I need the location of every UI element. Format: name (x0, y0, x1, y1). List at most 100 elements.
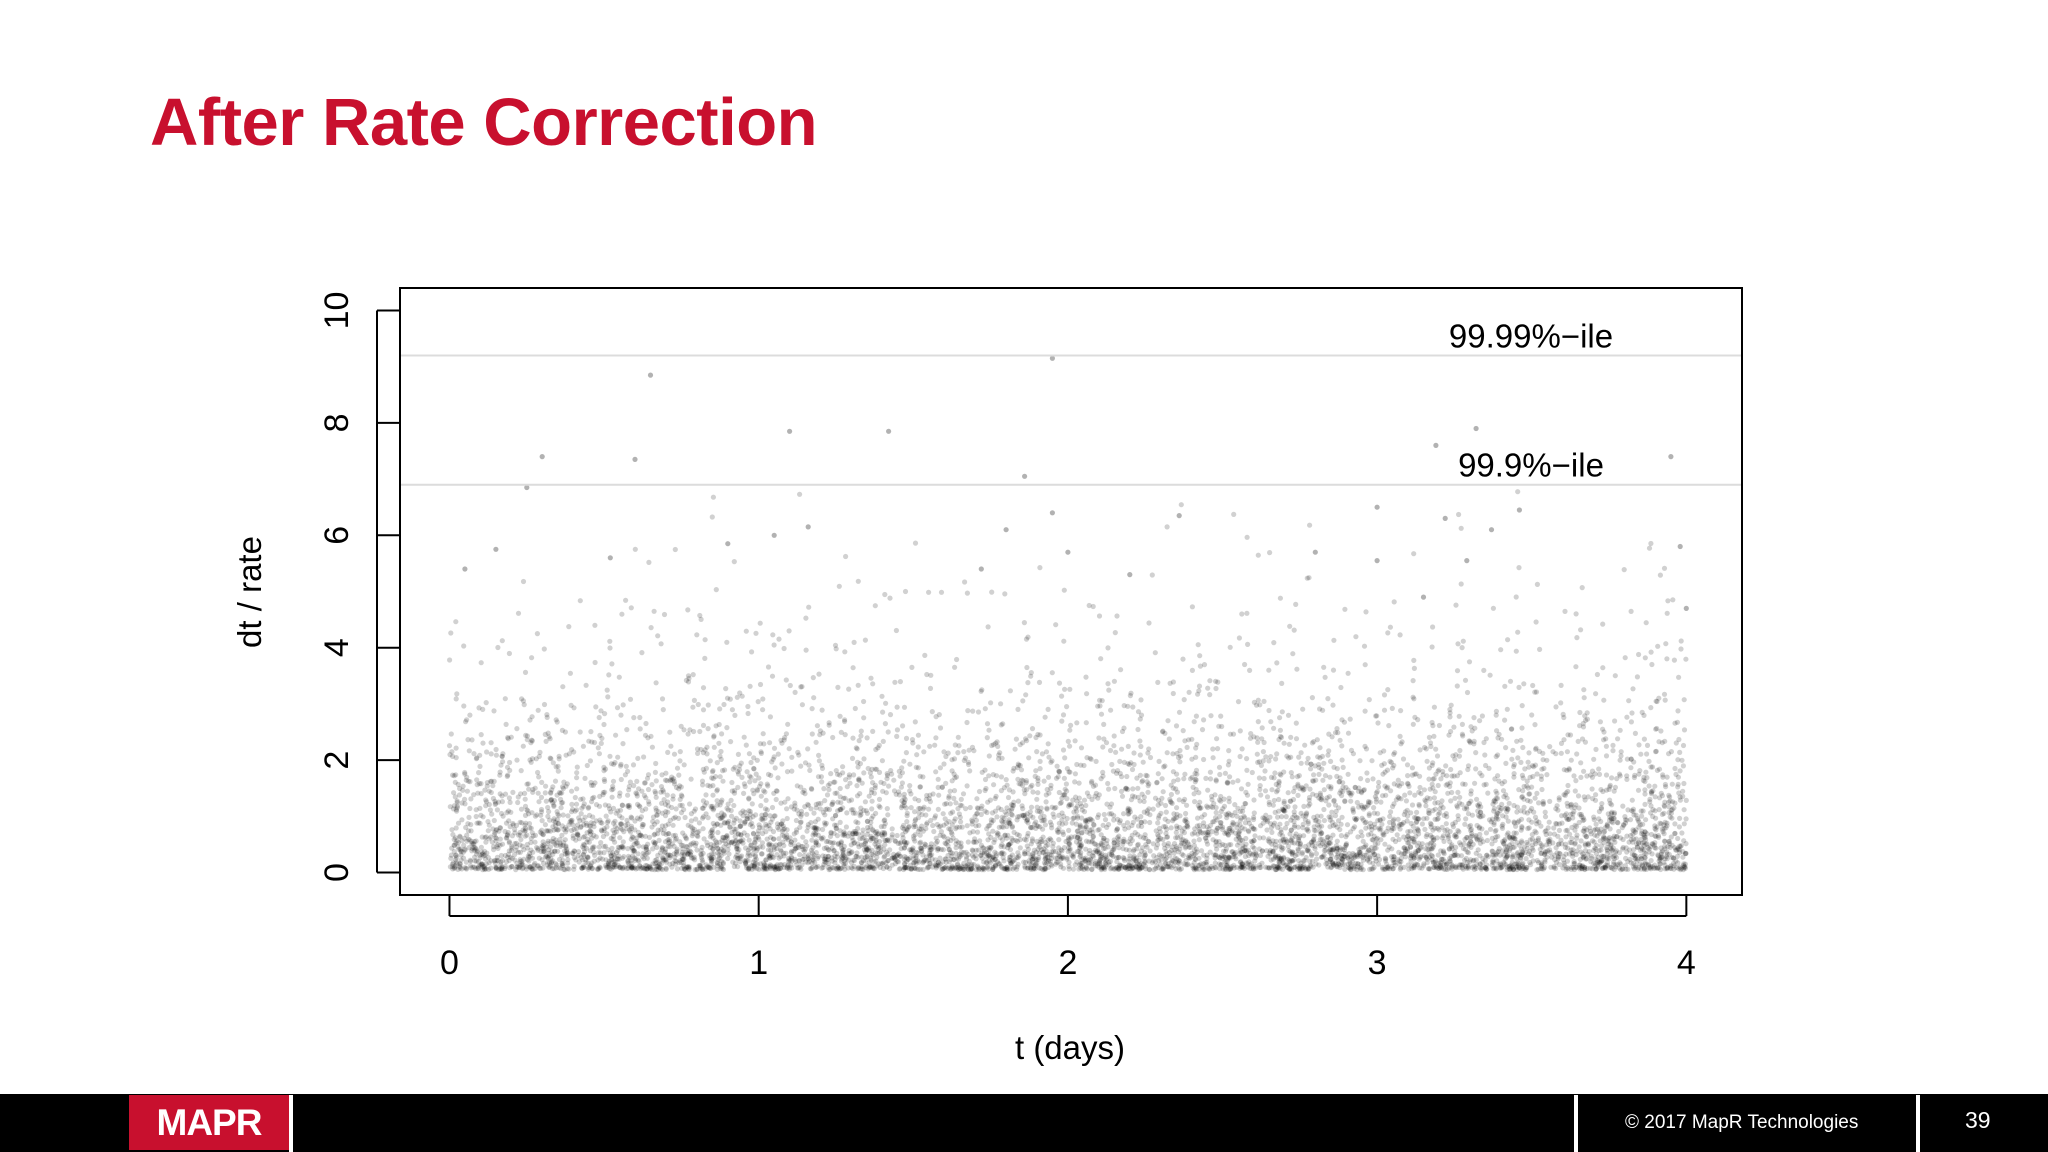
data-point (773, 796, 779, 803)
data-point (964, 590, 971, 596)
data-point (624, 727, 630, 733)
data-point (1125, 863, 1131, 869)
data-point (1061, 775, 1067, 781)
data-point (607, 645, 613, 651)
data-point (1312, 846, 1318, 852)
data-point (1239, 849, 1245, 855)
data-point (1147, 848, 1153, 854)
data-point (967, 830, 973, 836)
data-point (1665, 598, 1671, 604)
data-point (1540, 757, 1546, 763)
data-point (1266, 865, 1272, 871)
data-point (1407, 844, 1414, 850)
data-point (691, 840, 697, 846)
data-point (869, 863, 875, 869)
data-point (964, 783, 970, 789)
data-point (894, 704, 900, 710)
data-point (700, 814, 707, 820)
data-point (1301, 862, 1307, 869)
data-point (1637, 768, 1643, 774)
data-point (1146, 620, 1152, 626)
data-point (1082, 857, 1088, 863)
data-point (539, 843, 545, 849)
data-point (1571, 859, 1577, 865)
data-point (744, 832, 750, 838)
data-point (681, 762, 687, 768)
data-point (1649, 661, 1655, 668)
data-point (848, 797, 855, 803)
data-point (563, 844, 569, 850)
data-point (733, 826, 739, 832)
data-point (450, 753, 456, 760)
data-point (1277, 595, 1283, 601)
data-point (1118, 667, 1124, 673)
data-point (462, 865, 468, 871)
data-point (1380, 816, 1386, 822)
data-point (1013, 736, 1020, 742)
data-point (959, 824, 965, 830)
data-point (912, 809, 918, 815)
data-point (837, 713, 843, 719)
data-point (844, 810, 850, 816)
data-point (1469, 812, 1475, 818)
data-point (1294, 851, 1300, 857)
data-point (813, 864, 820, 871)
data-point (526, 854, 532, 860)
data-point (887, 847, 893, 853)
data-point (467, 805, 473, 812)
data-point (625, 792, 631, 798)
data-point (1003, 777, 1009, 783)
data-point (1423, 746, 1429, 752)
data-point (567, 670, 574, 676)
data-point (900, 723, 906, 729)
data-point (673, 835, 680, 842)
data-point (1426, 765, 1432, 771)
data-point (804, 811, 810, 817)
data-point (1369, 866, 1375, 872)
data-point (743, 628, 749, 634)
data-point (694, 632, 700, 638)
data-point (1328, 784, 1334, 790)
data-point (856, 738, 862, 744)
data-point (512, 841, 518, 847)
data-point (1459, 731, 1465, 737)
data-point (1600, 621, 1606, 627)
data-point (1556, 797, 1562, 803)
data-point (950, 857, 957, 863)
data-point (1447, 714, 1453, 720)
data-point (1513, 823, 1519, 829)
data-point (952, 664, 958, 670)
data-point (1024, 811, 1030, 817)
data-point (881, 780, 887, 787)
data-point (1648, 791, 1655, 797)
data-point (1576, 819, 1582, 826)
data-point (587, 758, 594, 764)
data-point (1260, 820, 1266, 826)
data-point (1331, 797, 1337, 803)
data-point (1553, 820, 1559, 827)
data-point (718, 815, 724, 821)
data-point (1435, 782, 1441, 789)
data-point (1244, 767, 1250, 773)
data-point (1250, 826, 1256, 832)
data-point (1271, 640, 1277, 646)
data-point (1199, 727, 1206, 733)
data-point (1111, 840, 1117, 846)
data-point (1264, 794, 1271, 800)
data-point (1039, 751, 1045, 757)
data-point (894, 733, 900, 740)
data-point (1588, 772, 1594, 778)
data-point (711, 734, 717, 740)
data-point (1299, 850, 1305, 856)
data-point (903, 805, 909, 811)
data-point (1484, 837, 1490, 844)
data-point (1119, 774, 1125, 780)
data-point (1064, 856, 1070, 862)
data-point (979, 867, 985, 873)
data-point (1510, 747, 1516, 754)
data-point (1482, 752, 1488, 758)
data-point (1101, 721, 1107, 728)
data-point (976, 847, 982, 853)
data-point (1499, 801, 1505, 808)
data-point (1326, 802, 1332, 808)
